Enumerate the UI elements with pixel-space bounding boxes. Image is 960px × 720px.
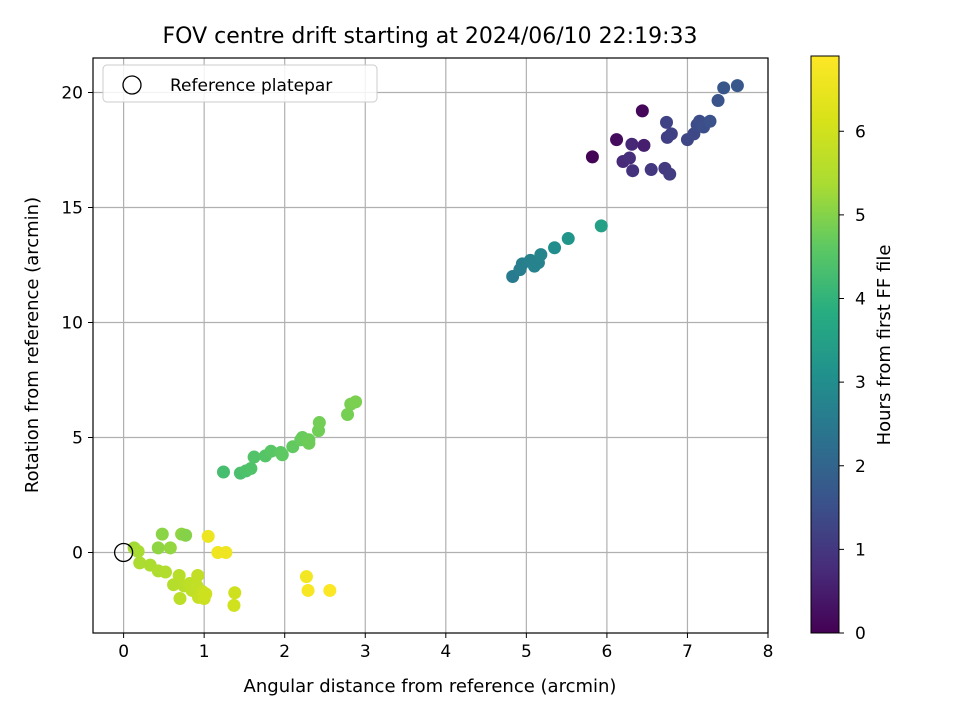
scatter-point — [717, 81, 731, 95]
y-tick-label: 15 — [61, 199, 83, 219]
x-tick-label: 4 — [440, 642, 451, 662]
colorbar-tick-label: 0 — [855, 624, 866, 644]
reference-platepar-marker — [113, 542, 134, 563]
scatter-point — [312, 416, 326, 430]
scatter-point — [163, 541, 177, 555]
colorbar-ticks: 0 1 2 3 4 5 6 — [839, 122, 866, 644]
x-tick-label: 5 — [521, 642, 532, 662]
scatter-point — [302, 436, 316, 450]
chart-title: FOV centre drift starting at 2024/06/10 … — [163, 24, 698, 49]
scatter-point — [703, 114, 717, 128]
scatter-point — [264, 444, 278, 458]
scatter-point — [201, 529, 215, 543]
scatter-point — [133, 556, 147, 570]
scatter-point — [585, 150, 599, 164]
scatter-point — [561, 232, 575, 246]
scatter-point — [711, 94, 725, 108]
colorbar-label: Hours from first FF file — [874, 245, 895, 446]
scatter-point — [610, 133, 624, 147]
scatter-point — [341, 408, 355, 421]
x-tick-label: 0 — [118, 642, 129, 662]
scatter-point — [548, 241, 562, 255]
scatter-point — [635, 104, 649, 118]
scatter-point — [663, 167, 677, 181]
colorbar-tick-label: 3 — [855, 373, 866, 393]
colorbar-tick-label: 6 — [855, 122, 866, 142]
x-axis-label: Angular distance from reference (arcmin) — [244, 676, 617, 697]
scatter-point — [216, 465, 230, 479]
colorbar: 0 1 2 3 4 5 6 Hours from first FF file — [810, 55, 895, 644]
scatter-point — [199, 587, 213, 601]
scatter-point — [172, 569, 186, 582]
scatter-point — [191, 569, 205, 582]
x-tick-label: 8 — [763, 642, 774, 662]
grid — [93, 58, 769, 633]
scatter-point — [173, 592, 187, 605]
y-axis-label: Rotation from reference (arcmin) — [22, 197, 43, 493]
scatter-point — [247, 450, 261, 464]
scatter-point — [228, 586, 242, 600]
x-tick-label: 2 — [279, 642, 290, 662]
scatter-point — [349, 395, 363, 409]
scatter-point — [299, 570, 313, 584]
scatter-point — [219, 546, 233, 559]
y-tick-label: 5 — [72, 429, 83, 449]
scatter-point — [626, 164, 640, 178]
colorbar-tick-label: 5 — [855, 206, 866, 226]
scatter-point — [275, 448, 289, 462]
scatter-point — [664, 127, 678, 141]
y-tick-label: 10 — [61, 314, 83, 334]
scatter-point — [158, 565, 172, 579]
scatter-point — [301, 583, 315, 597]
scatter-point — [179, 528, 193, 542]
scatter-point — [644, 163, 658, 177]
legend: Reference platepar — [102, 64, 378, 103]
scatter-point — [155, 527, 169, 541]
colorbar-tick-label: 2 — [855, 457, 866, 477]
y-axis-ticks: 0 5 10 15 20 — [61, 84, 93, 564]
y-tick-label: 0 — [72, 544, 83, 564]
scatter-points — [113, 79, 744, 612]
scatter-point — [151, 541, 165, 555]
scatter-point — [594, 219, 608, 233]
scatter-point — [244, 462, 258, 476]
legend-label-reference: Reference platepar — [170, 76, 332, 96]
colorbar-gradient — [810, 55, 840, 634]
scatter-point — [730, 79, 744, 93]
scatter-point — [660, 115, 674, 129]
legend-box — [102, 64, 378, 103]
colorbar-tick-label: 1 — [855, 540, 866, 560]
scatter-point — [625, 137, 639, 151]
plot-frame — [92, 57, 769, 634]
x-tick-label: 1 — [199, 642, 210, 662]
x-tick-label: 3 — [360, 642, 371, 662]
legend-marker-reference — [122, 75, 142, 95]
scatter-point — [131, 544, 145, 558]
scatter-point — [323, 583, 337, 597]
x-tick-label: 7 — [682, 642, 693, 662]
scatter-point — [534, 248, 548, 262]
scatter-point — [637, 138, 651, 152]
x-tick-label: 6 — [601, 642, 612, 662]
colorbar-tick-label: 4 — [855, 290, 866, 310]
y-tick-label: 20 — [61, 84, 83, 104]
scatter-point — [622, 151, 636, 165]
x-axis-ticks: 0 1 2 3 4 5 6 7 8 — [118, 633, 773, 662]
scatter-point — [227, 598, 241, 612]
